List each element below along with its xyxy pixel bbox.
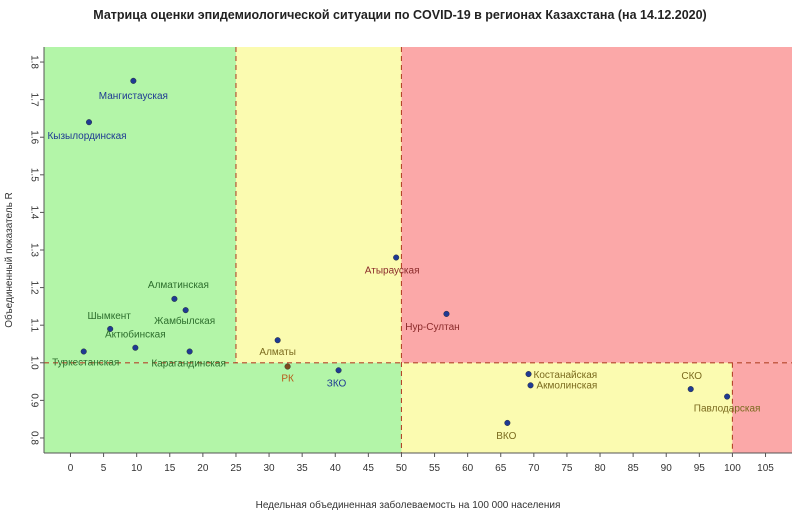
y-tick-label: 0.9 xyxy=(28,393,39,407)
data-point xyxy=(504,419,511,426)
x-axis-label: Недельная объединенная заболеваемость на… xyxy=(256,499,561,511)
x-tick-label: 30 xyxy=(263,463,275,474)
y-tick-label: 1.2 xyxy=(28,281,39,295)
y-tick-label: 1.3 xyxy=(28,243,39,257)
data-point xyxy=(724,393,731,400)
y-tick-label: 1.1 xyxy=(28,318,39,332)
data-point xyxy=(527,382,534,389)
point-label: Атырауская xyxy=(365,266,420,277)
zone-green-top xyxy=(44,47,236,363)
x-tick-label: 35 xyxy=(297,463,309,474)
x-tick-label: 25 xyxy=(230,463,242,474)
x-tick-label: 70 xyxy=(528,463,540,474)
point-label: Алматы xyxy=(259,347,296,358)
y-tick-label: 1.0 xyxy=(28,356,39,370)
point-label: Кызылординская xyxy=(47,131,126,142)
data-point xyxy=(274,337,281,344)
point-label: Карагандинская xyxy=(151,359,226,370)
x-tick-label: 90 xyxy=(661,463,673,474)
data-point xyxy=(335,367,342,374)
point-label: Нур-Султан xyxy=(405,322,459,333)
point-label: ЗКО xyxy=(327,378,347,389)
point-label: Туркестанская xyxy=(52,358,119,369)
y-tick-label: 1.5 xyxy=(28,168,39,182)
zone-red-top xyxy=(401,47,792,363)
chart-title: Матрица оценки эпидемиологической ситуац… xyxy=(93,8,707,22)
point-label: Павлодарская xyxy=(694,404,761,415)
point-label: Жамбылская xyxy=(154,315,215,327)
data-point xyxy=(86,119,93,126)
zone-green-bottom xyxy=(44,362,402,453)
point-label: ВКО xyxy=(496,431,516,442)
x-tick-label: 0 xyxy=(68,463,74,474)
data-point xyxy=(284,363,291,370)
data-point xyxy=(186,348,193,355)
zone-red-bottom xyxy=(732,362,792,453)
point-label: Актюбинская xyxy=(105,329,166,341)
data-point xyxy=(80,348,87,355)
x-tick-label: 80 xyxy=(594,463,606,474)
x-tick-label: 95 xyxy=(694,463,706,474)
zone-yellow-bottom xyxy=(401,362,733,453)
point-label: СКО xyxy=(681,371,702,382)
x-tick-label: 5 xyxy=(101,463,107,474)
point-label: Мангистауская xyxy=(99,91,168,102)
x-tick-label: 65 xyxy=(495,463,507,474)
point-label: Шымкент xyxy=(87,311,131,322)
data-point xyxy=(132,344,139,351)
x-tick-label: 105 xyxy=(757,463,774,474)
x-tick-label: 55 xyxy=(429,463,441,474)
x-tick-label: 75 xyxy=(561,463,573,474)
data-point xyxy=(443,310,450,317)
point-label: РК xyxy=(281,374,294,385)
x-tick-label: 15 xyxy=(164,463,176,474)
data-point xyxy=(107,325,114,332)
zone-yellow-top xyxy=(235,47,402,363)
point-label: Костанайская xyxy=(534,370,598,381)
data-point xyxy=(182,307,189,314)
x-tick-label: 40 xyxy=(330,463,342,474)
y-axis-label: Объединенный показатель R xyxy=(3,192,15,328)
point-label: Алматинская xyxy=(148,280,209,291)
y-tick-label: 1.4 xyxy=(28,205,39,219)
data-point xyxy=(525,371,532,378)
y-tick-label: 1.8 xyxy=(28,55,39,69)
data-point xyxy=(130,77,137,84)
data-point xyxy=(393,254,400,261)
x-tick-label: 50 xyxy=(396,463,408,474)
x-tick-label: 10 xyxy=(131,463,143,474)
x-tick-label: 100 xyxy=(724,463,741,474)
x-tick-label: 45 xyxy=(363,463,375,474)
data-point xyxy=(171,295,178,302)
point-label: Акмолинская xyxy=(537,380,598,391)
x-tick-label: 60 xyxy=(462,463,474,474)
y-tick-label: 1.6 xyxy=(28,130,39,144)
y-tick-label: 0.8 xyxy=(28,431,39,445)
y-tick-label: 1.7 xyxy=(28,93,39,107)
data-point xyxy=(687,386,694,393)
x-tick-label: 85 xyxy=(628,463,640,474)
x-tick-label: 20 xyxy=(197,463,209,474)
